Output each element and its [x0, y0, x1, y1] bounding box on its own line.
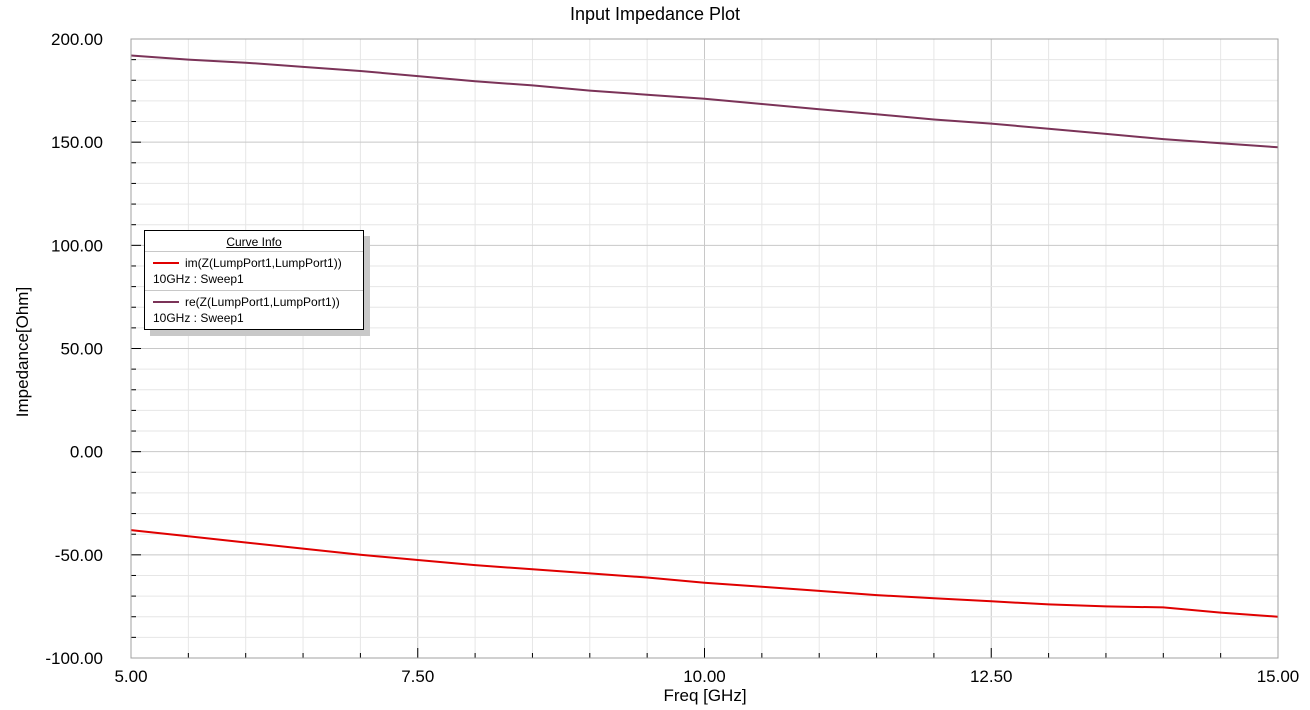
series-line-im — [130, 529, 1279, 618]
series-lines — [130, 54, 1279, 618]
legend[interactable]: Curve Info im(Z(LumpPort1,LumpPort1)) 10… — [144, 230, 364, 330]
y-tick-label: 0.00 — [70, 443, 103, 462]
y-tick-label: -50.00 — [55, 546, 103, 565]
grid — [130, 38, 1279, 659]
legend-swatch-im — [153, 262, 179, 264]
y-tick-label: 100.00 — [51, 236, 103, 255]
legend-sub-re: 10GHz : Sweep1 — [153, 311, 244, 325]
series-line-re — [130, 54, 1279, 149]
y-tick-label: 200.00 — [51, 30, 103, 49]
y-tick-label: -100.00 — [45, 649, 103, 668]
x-tick-labels: 5.00 7.50 10.00 12.50 15.00 — [114, 667, 1299, 686]
y-axis-label: Impedance[Ohm] — [13, 287, 32, 417]
x-axis-label: Freq [GHz] — [663, 686, 746, 705]
legend-entry-re[interactable]: re(Z(LumpPort1,LumpPort1)) 10GHz : Sweep… — [145, 291, 363, 329]
legend-swatch-re — [153, 301, 179, 303]
legend-entry-im[interactable]: im(Z(LumpPort1,LumpPort1)) 10GHz : Sweep… — [145, 252, 363, 291]
legend-title: Curve Info — [145, 231, 363, 252]
chart-title: Input Impedance Plot — [570, 4, 740, 24]
x-tick-label: 5.00 — [114, 667, 147, 686]
legend-sub-im: 10GHz : Sweep1 — [153, 272, 244, 286]
plot-frame — [130, 38, 1279, 659]
x-tick-label: 10.00 — [683, 667, 726, 686]
x-tick-label: 7.50 — [401, 667, 434, 686]
y-tick-label: 50.00 — [60, 340, 103, 359]
y-tick-labels: 200.00 150.00 100.00 50.00 0.00 -50.00 -100.00 — [45, 30, 103, 668]
x-tick-label: 15.00 — [1257, 667, 1300, 686]
legend-label-re: re(Z(LumpPort1,LumpPort1)) — [185, 295, 340, 309]
y-tick-label: 150.00 — [51, 133, 103, 152]
x-tick-label: 12.50 — [970, 667, 1013, 686]
legend-label-im: im(Z(LumpPort1,LumpPort1)) — [185, 256, 342, 270]
